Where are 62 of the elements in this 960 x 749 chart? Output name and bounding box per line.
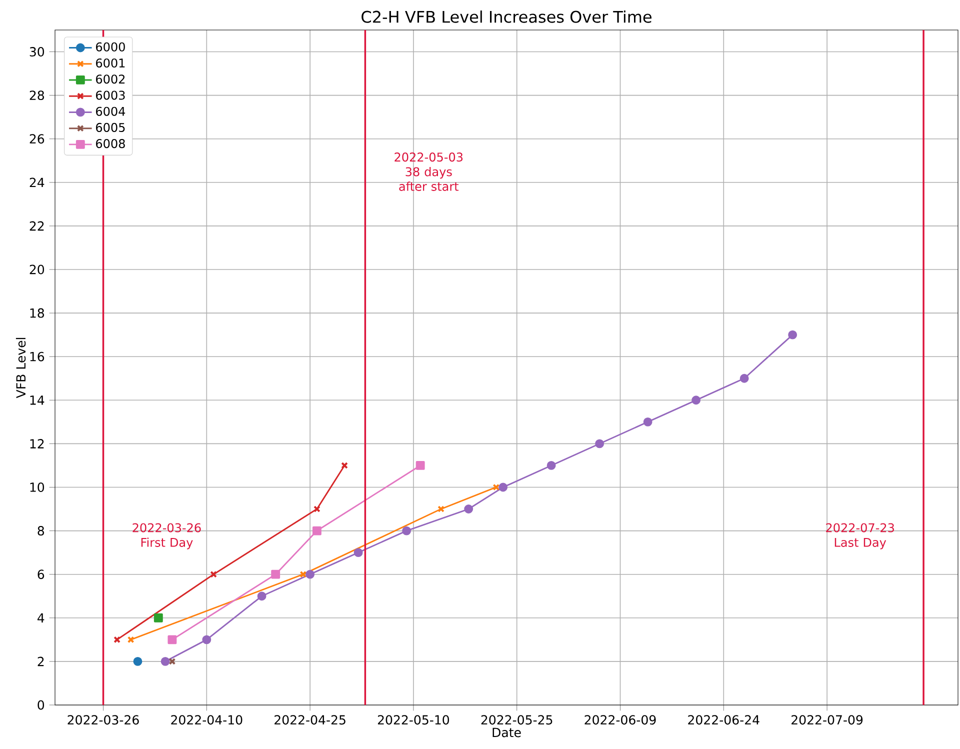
legend-label: 6001 — [96, 58, 125, 68]
y-axis-title: VFB Level — [16, 338, 26, 398]
point — [416, 461, 425, 470]
point — [160, 656, 170, 666]
ref-line-label: 2022-07-23 Last Day — [826, 523, 894, 550]
legend-label: 6005 — [96, 122, 125, 132]
ref-line-label: 2022-03-26 First Day — [132, 523, 201, 550]
point — [464, 504, 474, 514]
legend-label: 6002 — [96, 74, 125, 84]
point — [788, 330, 798, 340]
y-tick-label: 30 — [30, 47, 44, 56]
point — [546, 461, 556, 470]
point — [402, 526, 412, 536]
y-tick-label: 8 — [38, 526, 44, 536]
x-tick-label: 2022-03-26 — [68, 715, 139, 725]
legend-label: 6003 — [96, 90, 125, 100]
y-tick-label: 12 — [30, 439, 44, 448]
chart-title: C2-H VFB Level Increases Over Time — [362, 10, 652, 23]
point — [271, 570, 280, 579]
point — [498, 482, 508, 492]
point — [692, 396, 701, 405]
point — [168, 658, 176, 665]
ref-line-label: 2022-05-03 38 days after start — [394, 152, 463, 191]
y-tick-label: 24 — [30, 178, 44, 188]
point — [202, 635, 212, 644]
y-tick-label: 10 — [30, 482, 44, 492]
point — [168, 635, 177, 644]
point — [133, 656, 142, 666]
y-tick-label: 16 — [30, 352, 44, 362]
y-tick-label: 28 — [30, 90, 44, 100]
x-tick-label: 2022-06-24 — [688, 715, 760, 725]
point — [643, 417, 652, 426]
y-tick-label: 18 — [30, 308, 44, 318]
point — [312, 526, 322, 536]
y-tick-label: 26 — [30, 134, 44, 144]
y-tick-label: 0 — [38, 700, 44, 710]
point — [438, 506, 444, 512]
legend-label: 6008 — [96, 139, 125, 148]
x-tick-label: 2022-07-09 — [792, 715, 863, 725]
y-tick-label: 22 — [30, 221, 44, 231]
y-tick-label: 14 — [30, 396, 44, 405]
x-tick-label: 2022-04-10 — [171, 715, 242, 725]
y-tick-label: 4 — [38, 613, 44, 622]
x-tick-label: 2022-05-25 — [481, 715, 552, 725]
legend-label: 6000 — [96, 42, 125, 52]
x-tick-label: 2022-04-25 — [274, 715, 346, 725]
x-axis-title: Date — [492, 728, 521, 738]
point — [595, 439, 604, 448]
point — [740, 374, 749, 383]
y-tick-label: 6 — [38, 570, 44, 580]
point — [313, 506, 320, 512]
point — [154, 613, 163, 622]
y-tick-label: 2 — [38, 656, 44, 666]
point — [354, 548, 363, 558]
y-tick-label: 20 — [30, 264, 44, 274]
legend-label: 6004 — [96, 106, 126, 116]
x-tick-label: 2022-06-09 — [584, 715, 656, 725]
point — [257, 592, 266, 601]
x-tick-label: 2022-05-10 — [378, 715, 450, 725]
point — [210, 570, 217, 578]
point — [300, 570, 307, 578]
point — [306, 570, 315, 579]
